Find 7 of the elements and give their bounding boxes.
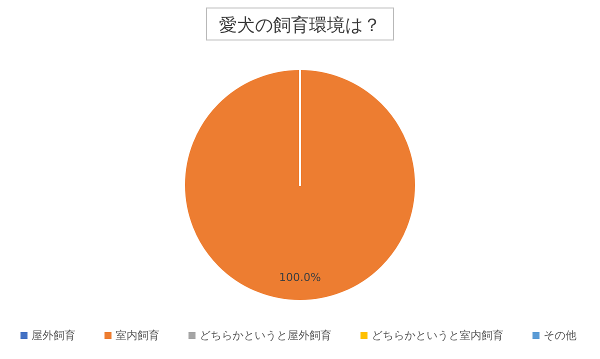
- legend-label: 屋外飼育: [32, 329, 76, 342]
- legend-label: どちらかというと室内飼育: [372, 329, 504, 342]
- data-label: 100.0%: [279, 270, 321, 284]
- legend-label: 室内飼育: [116, 329, 160, 342]
- chart-title: 愛犬の飼育環境は？: [219, 15, 381, 36]
- legend-label: どちらかというと屋外飼育: [200, 329, 332, 342]
- legend-label: その他: [544, 329, 576, 342]
